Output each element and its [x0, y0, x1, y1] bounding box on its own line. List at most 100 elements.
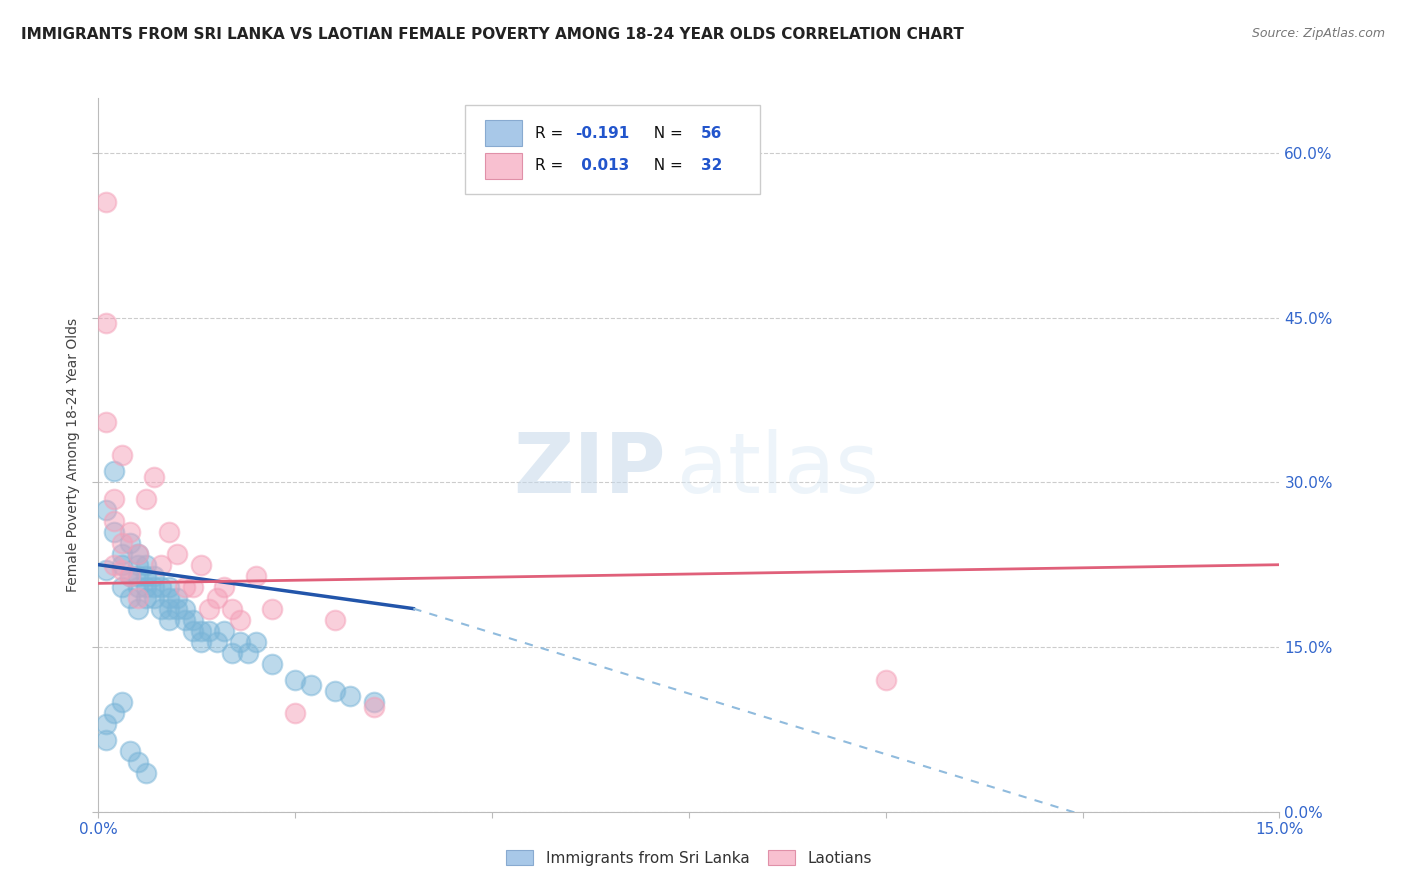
Point: [323, 684, 346, 698]
Point: [127, 756, 149, 770]
Point: [103, 514, 125, 528]
Point: [190, 634, 212, 648]
Point: [118, 744, 141, 758]
Point: [260, 657, 283, 671]
Text: ZIP: ZIP: [513, 429, 665, 509]
Point: [150, 558, 173, 572]
Point: [142, 568, 165, 582]
Bar: [485, 120, 523, 146]
Text: N =: N =: [644, 126, 688, 141]
Point: [214, 580, 236, 594]
Point: [339, 690, 361, 704]
Point: [142, 591, 165, 605]
Point: [181, 624, 204, 638]
Point: [236, 646, 259, 660]
Point: [111, 558, 134, 572]
Text: atlas: atlas: [678, 429, 879, 509]
Point: [96, 195, 118, 210]
Point: [363, 695, 385, 709]
Point: [127, 580, 149, 594]
Point: [96, 717, 118, 731]
Point: [111, 563, 134, 577]
Point: [166, 547, 188, 561]
Point: [118, 591, 141, 605]
Point: [127, 558, 149, 572]
Point: [205, 591, 228, 605]
Point: [174, 613, 197, 627]
Point: [135, 558, 157, 572]
Point: [260, 601, 283, 615]
Point: [157, 524, 180, 539]
Point: [299, 678, 322, 692]
Point: [181, 580, 204, 594]
Legend: Immigrants from Sri Lanka, Laotians: Immigrants from Sri Lanka, Laotians: [499, 844, 879, 871]
Point: [96, 733, 118, 747]
Text: N =: N =: [644, 159, 688, 173]
Point: [229, 613, 252, 627]
Point: [142, 580, 165, 594]
Point: [284, 706, 307, 720]
Point: [135, 491, 157, 506]
Point: [127, 547, 149, 561]
Point: [111, 695, 134, 709]
Text: Source: ZipAtlas.com: Source: ZipAtlas.com: [1251, 27, 1385, 40]
Point: [103, 558, 125, 572]
Point: [157, 580, 180, 594]
Point: [127, 591, 149, 605]
Point: [111, 535, 134, 549]
Text: IMMIGRANTS FROM SRI LANKA VS LAOTIAN FEMALE POVERTY AMONG 18-24 YEAR OLDS CORREL: IMMIGRANTS FROM SRI LANKA VS LAOTIAN FEM…: [21, 27, 965, 42]
Point: [103, 464, 125, 478]
Y-axis label: Female Poverty Among 18-24 Year Olds: Female Poverty Among 18-24 Year Olds: [66, 318, 80, 592]
Point: [875, 673, 897, 687]
Point: [135, 568, 157, 582]
Point: [174, 601, 197, 615]
Point: [118, 568, 141, 582]
Point: [190, 558, 212, 572]
Point: [229, 634, 252, 648]
Point: [284, 673, 307, 687]
Point: [127, 547, 149, 561]
Point: [96, 503, 118, 517]
Point: [150, 601, 173, 615]
Point: [127, 568, 149, 582]
Point: [135, 591, 157, 605]
Point: [118, 524, 141, 539]
Bar: [485, 153, 523, 178]
Text: 0.013: 0.013: [575, 159, 628, 173]
Point: [214, 624, 236, 638]
Point: [142, 470, 165, 484]
Point: [96, 415, 118, 429]
Point: [118, 568, 141, 582]
Point: [111, 448, 134, 462]
Point: [166, 601, 188, 615]
Point: [111, 580, 134, 594]
Text: R =: R =: [536, 126, 568, 141]
Point: [103, 706, 125, 720]
Point: [166, 591, 188, 605]
Point: [150, 580, 173, 594]
Point: [205, 634, 228, 648]
FancyBboxPatch shape: [464, 105, 759, 194]
Text: R =: R =: [536, 159, 568, 173]
Point: [157, 613, 180, 627]
Point: [221, 601, 243, 615]
Text: 32: 32: [700, 159, 723, 173]
Point: [96, 316, 118, 330]
Point: [135, 766, 157, 780]
Point: [221, 646, 243, 660]
Point: [111, 547, 134, 561]
Point: [103, 524, 125, 539]
Point: [190, 624, 212, 638]
Point: [157, 601, 180, 615]
Point: [135, 580, 157, 594]
Point: [118, 535, 141, 549]
Point: [127, 601, 149, 615]
Text: 56: 56: [700, 126, 723, 141]
Point: [174, 580, 197, 594]
Point: [103, 491, 125, 506]
Point: [96, 563, 118, 577]
Point: [245, 634, 267, 648]
Point: [323, 613, 346, 627]
Text: -0.191: -0.191: [575, 126, 630, 141]
Point: [245, 568, 267, 582]
